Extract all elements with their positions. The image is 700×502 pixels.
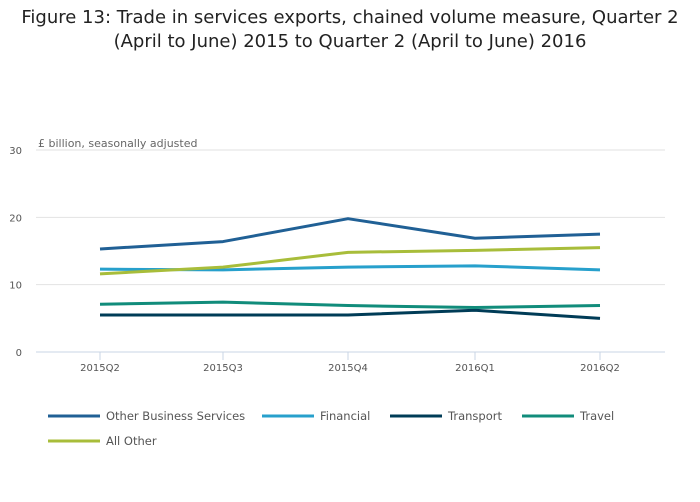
legend-item-label: Transport	[447, 409, 502, 423]
y-tick-label: 30	[9, 146, 22, 157]
series-line-other-business-services	[99, 217, 601, 251]
y-tick-label: 20	[9, 213, 22, 224]
legend-item-label: Travel	[579, 409, 614, 423]
series-line-transport	[100, 308, 601, 320]
x-tick-label: 2015Q2	[80, 363, 120, 374]
x-tick-label: 2015Q3	[203, 363, 243, 374]
series-line-all-other	[99, 246, 601, 276]
legend-item-label: Other Business Services	[106, 409, 245, 423]
series-line-travel	[99, 300, 601, 310]
legend-item-label: Financial	[320, 409, 370, 423]
x-tick-label: 2015Q4	[328, 363, 368, 374]
x-tick-label: 2016Q1	[455, 363, 495, 374]
x-tick-label: 2016Q2	[580, 363, 620, 374]
chart-title: Figure 13: Trade in services exports, ch…	[21, 7, 679, 52]
legend-item-label: All Other	[106, 434, 157, 448]
y-axis-label: £ billion, seasonally adjusted	[38, 137, 197, 150]
y-tick-label: 0	[16, 348, 22, 359]
y-tick-label: 10	[9, 281, 22, 292]
